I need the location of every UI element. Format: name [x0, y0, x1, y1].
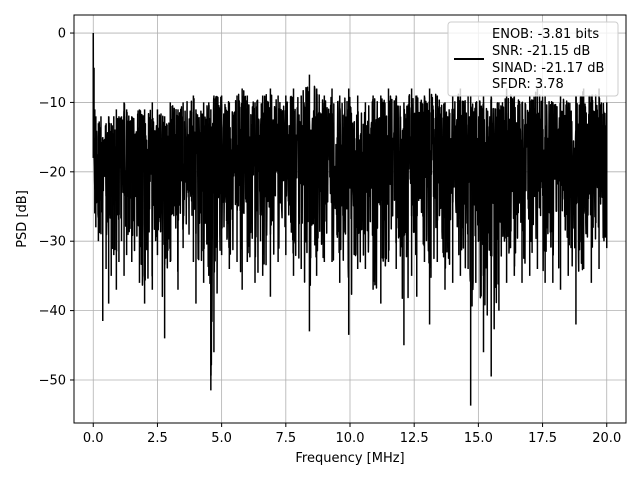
y-axis-label: PSD [dB]: [15, 190, 30, 248]
x-tick-label: 20.0: [592, 431, 621, 446]
psd-line: [92, 33, 608, 376]
x-axis-label: Frequency [MHz]: [295, 451, 404, 466]
legend-sinad-text: SINAD: -21.17 dB: [492, 61, 604, 76]
x-tick-label: 2.5: [147, 431, 168, 446]
legend-sfdr-text: SFDR: 3.78: [492, 77, 564, 92]
axis-ticks: 0.0 2.5 5.0 7.5 10.0 12.5 15.0 17.5 20.0 0 −10 −20 −…: [39, 27, 622, 446]
x-tick-label: 10.0: [336, 431, 365, 446]
x-tick-label: 12.5: [400, 431, 429, 446]
x-tick-label: 7.5: [275, 431, 296, 446]
y-tick-label: −40: [39, 304, 66, 319]
legend: ENOB: -3.81 bits SNR: -21.15 dB SINAD: -…: [447, 21, 619, 97]
y-tick-label: 0: [58, 27, 66, 42]
psd-series: [92, 33, 608, 406]
y-tick-label: −20: [39, 165, 66, 180]
y-tick-label: −10: [39, 96, 66, 111]
legend-box: [447, 21, 619, 97]
x-tick-label: 15.0: [464, 431, 493, 446]
x-tick-label: 0.0: [83, 431, 104, 446]
y-tick-label: −30: [39, 235, 66, 250]
x-tick-label: 5.0: [211, 431, 232, 446]
y-tick-label: −50: [39, 373, 66, 388]
legend-snr-text: SNR: -21.15 dB: [492, 44, 590, 59]
legend-enob-text: ENOB: -3.81 bits: [492, 27, 599, 42]
x-tick-label: 17.5: [528, 431, 557, 446]
